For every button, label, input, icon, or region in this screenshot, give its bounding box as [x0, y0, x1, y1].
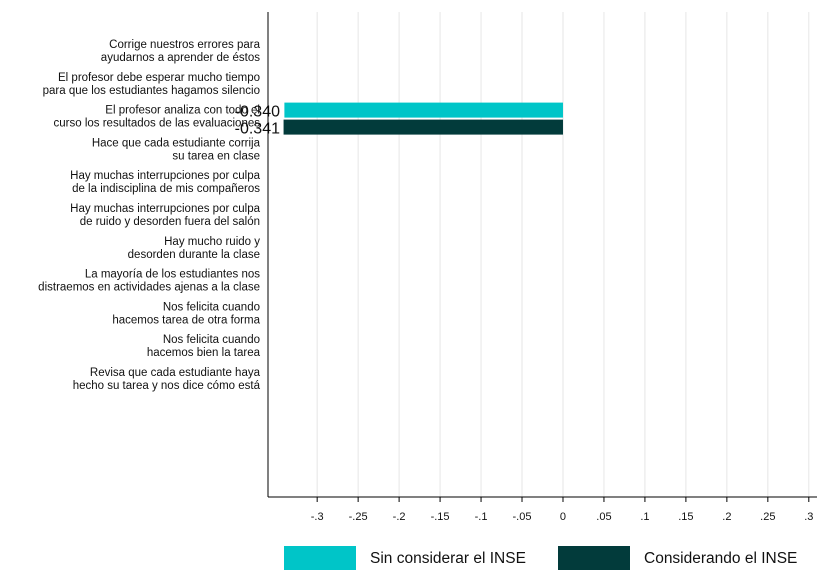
x-tick-labels: -.3 -.25 -.2 -.15 -.1 -.05 0 .05 .1 .15 .2 .25 .3: [311, 511, 814, 523]
legend-swatch: [284, 546, 356, 570]
category-label: El profesor analiza con todo el curso los…: [54, 105, 261, 130]
category-label-line: distraemos en actividades ajenas a la cl…: [38, 282, 260, 294]
x-tick-label: .05: [596, 511, 611, 523]
legend-swatch: [558, 546, 630, 570]
category-label-line: ayudarnos a aprender de éstos: [101, 52, 260, 64]
category-label-line: curso los resultados de las evaluaciones: [54, 118, 261, 130]
data-labels: -0.340-0.341: [235, 104, 280, 138]
category-labels: Corrige nuestros errores para ayudarnos a…: [38, 39, 260, 392]
legend: Sin considerar el INSE Considerando el IN…: [284, 546, 797, 570]
category-label-line: Corrige nuestros errores para: [109, 39, 260, 51]
category-label-line: su tarea en clase: [172, 150, 260, 162]
bar: [283, 119, 563, 135]
category-label: Revisa que cada estudiante haya hecho su …: [73, 367, 261, 392]
category-label: Nos felicita cuando hacemos tarea de otra…: [112, 301, 260, 326]
category-label-line: hecho su tarea y nos dice cómo está: [73, 380, 261, 392]
x-tick-label: -.2: [393, 511, 406, 523]
category-label-line: para que los estudiantes hagamos silenci…: [43, 85, 260, 97]
category-label-line: Hay muchas interrupciones por culpa: [70, 203, 260, 215]
category-label-line: Hace que cada estudiante corrija: [92, 137, 261, 149]
x-tick-label: .15: [678, 511, 693, 523]
category-label-line: hacemos bien la tarea: [147, 347, 261, 359]
category-label-line: Nos felicita cuando: [163, 301, 260, 313]
category-label-line: de la indisciplina de mis compañeros: [72, 183, 260, 195]
x-tick-label: -.05: [513, 511, 532, 523]
data-label: -0.340: [235, 104, 280, 121]
data-label: -0.341: [235, 121, 280, 138]
bars: [283, 102, 563, 135]
category-label-line: hacemos tarea de otra forma: [112, 314, 260, 326]
category-label: La mayoría de los estudiantes nos distrae…: [38, 269, 260, 294]
x-tick-label: .25: [760, 511, 775, 523]
category-label-line: Nos felicita cuando: [163, 334, 260, 346]
x-tick-label: -.25: [349, 511, 368, 523]
bar: [284, 102, 563, 118]
legend-label: Considerando el INSE: [644, 550, 797, 567]
category-label: Nos felicita cuando hacemos bien la tarea: [147, 334, 261, 359]
category-label: Hay muchas interrupciones por culpa de la…: [70, 170, 260, 195]
category-label: Hay muchas interrupciones por culpa de ru…: [70, 203, 260, 228]
category-label: Corrige nuestros errores para ayudarnos a…: [101, 39, 261, 64]
x-tick-label: .3: [804, 511, 813, 523]
category-label-line: El profesor debe esperar mucho tiempo: [58, 72, 260, 84]
category-label-line: Hay mucho ruido y: [164, 236, 260, 248]
x-tick-label: 0: [560, 511, 566, 523]
category-label: Hace que cada estudiante corrija su tarea…: [92, 137, 261, 162]
grid-lines: [316, 12, 810, 497]
category-label-line: Revisa que cada estudiante haya: [90, 367, 261, 379]
legend-label: Sin considerar el INSE: [370, 550, 526, 567]
x-tick-label: .1: [640, 511, 649, 523]
x-tick-label: -.3: [311, 511, 324, 523]
category-label: El profesor debe esperar mucho tiempo par…: [43, 72, 260, 97]
category-label: Hay mucho ruido y desorden durante la cla…: [128, 236, 261, 261]
category-label-line: La mayoría de los estudiantes nos: [85, 269, 260, 281]
category-label-line: El profesor analiza con todo el: [105, 105, 260, 117]
axes: [267, 12, 817, 502]
x-tick-label: .2: [722, 511, 731, 523]
category-label-line: de ruido y desorden fuera del salón: [80, 216, 260, 228]
x-tick-label: -.15: [431, 511, 450, 523]
category-label-line: Hay muchas interrupciones por culpa: [70, 170, 260, 182]
category-label-line: desorden durante la clase: [128, 249, 260, 261]
x-tick-label: -.1: [475, 511, 488, 523]
